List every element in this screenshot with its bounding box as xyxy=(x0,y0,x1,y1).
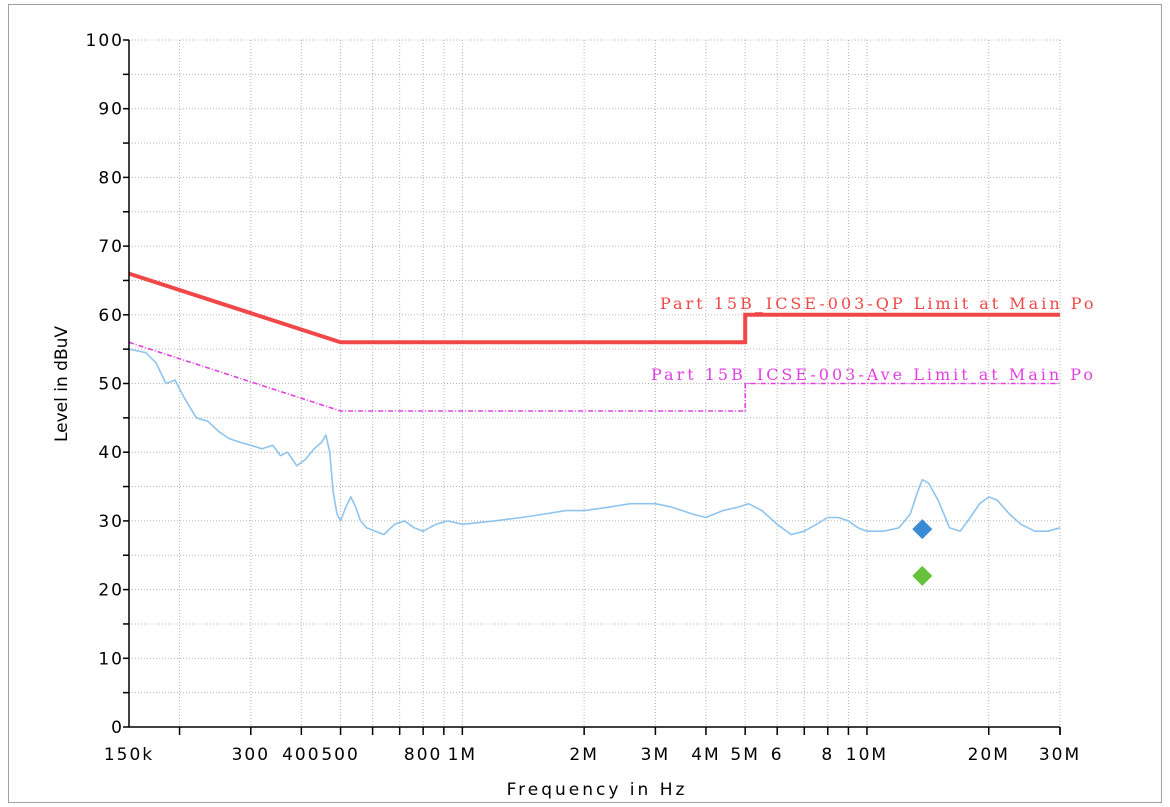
x-tick-label: 30M xyxy=(1039,745,1081,765)
x-tick-label: 20M xyxy=(968,745,1010,765)
y-tick-label: 30 xyxy=(98,512,124,532)
y-tick-label: 100 xyxy=(86,31,124,51)
y-tick-label: 90 xyxy=(98,100,124,120)
y-tick-label: 10 xyxy=(98,649,124,669)
ave-measurement-marker xyxy=(912,565,933,586)
x-tick-label: 3M xyxy=(641,745,670,765)
x-tick-label: 150k xyxy=(104,745,154,765)
x-tick-label: 8 xyxy=(821,745,834,765)
chart-frame xyxy=(8,4,1162,803)
y-tick-label: 80 xyxy=(98,168,124,188)
x-tick-label: 10M xyxy=(846,745,888,765)
y-tick-label: 0 xyxy=(111,718,124,738)
x-tick-label: 5M xyxy=(730,745,759,765)
qp-limit-line xyxy=(128,271,1060,345)
x-tick-label: 500 xyxy=(321,745,359,765)
series-layer xyxy=(128,271,1061,536)
x-tick-label: 6 xyxy=(771,745,784,765)
measurement-trace xyxy=(128,348,1061,536)
x-tick-label: 2M xyxy=(569,745,598,765)
x-tick-label: 300 xyxy=(232,745,270,765)
qp-limit-label: Part 15B_ICSE-003-QP Limit at Main Po xyxy=(660,294,1096,313)
x-axis-title: Frequency in Hz xyxy=(507,780,688,800)
axes: 0 10 20 30 40 50 60 70 80 90 100 150k 300 400 500 800 1M… xyxy=(86,31,1081,765)
y-tick-label: 40 xyxy=(98,443,124,463)
ave-limit-line xyxy=(128,341,1060,412)
x-tick-label: 4M xyxy=(691,745,720,765)
y-tick-label: 70 xyxy=(98,237,124,257)
x-tick-label: 1M xyxy=(448,745,477,765)
marker-layer xyxy=(912,519,933,586)
y-axis-title: Level in dBuV xyxy=(52,326,72,442)
qp-measurement-marker xyxy=(912,519,933,540)
y-tick-label: 60 xyxy=(98,306,124,326)
x-tick-label: 800 xyxy=(404,745,442,765)
y-tick-label: 20 xyxy=(98,581,124,601)
labels: Part 15B_ICSE-003-QP Limit at Main Po Pa… xyxy=(52,294,1096,800)
y-tick-label: 50 xyxy=(98,375,124,395)
x-tick-label: 400 xyxy=(282,745,320,765)
ave-limit-label: Part 15B_ICSE-003-Ave Limit at Main Po xyxy=(651,365,1096,384)
